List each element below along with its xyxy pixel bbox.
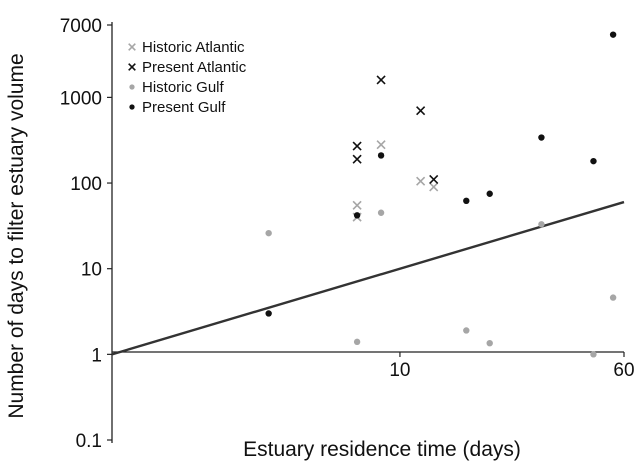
legend-marker-historic-atlantic bbox=[128, 43, 136, 51]
point-present-atlantic bbox=[352, 154, 362, 164]
point-present-atlantic-stroke bbox=[376, 75, 386, 85]
data-points bbox=[265, 31, 617, 358]
legend-marker-historic-gulf bbox=[129, 84, 135, 90]
point-present-atlantic-stroke bbox=[416, 106, 426, 116]
point-historic-atlantic-stroke bbox=[429, 182, 439, 192]
legend-marker-historic-atlantic-stroke bbox=[128, 43, 136, 51]
point-present-atlantic bbox=[429, 174, 439, 185]
point-historic-gulf bbox=[590, 351, 597, 358]
y-ticks: 0.1 1 10 100 1000 7000 bbox=[60, 16, 112, 452]
y-axis-title: Number of days to filter estuary volume bbox=[5, 53, 28, 418]
y-tick-label: 1 bbox=[91, 345, 102, 366]
point-present-atlantic bbox=[416, 106, 426, 116]
x-ticks: 10 60 bbox=[389, 352, 635, 381]
point-historic-atlantic bbox=[429, 182, 439, 192]
point-present-gulf bbox=[590, 157, 597, 165]
legend-marker-present-gulf bbox=[129, 104, 135, 110]
legend-marker-present-atlantic-stroke bbox=[128, 63, 136, 71]
point-present-atlantic-stroke bbox=[429, 174, 439, 185]
point-historic-atlantic bbox=[376, 140, 386, 150]
point-historic-atlantic bbox=[416, 176, 426, 186]
point-present-gulf bbox=[265, 310, 272, 317]
legend-label-historic-gulf: Historic Gulf bbox=[142, 79, 225, 96]
point-historic-gulf bbox=[538, 221, 545, 228]
point-historic-gulf bbox=[486, 339, 493, 347]
x-axis-title: Estuary residence time (days) bbox=[243, 438, 521, 461]
trend-line bbox=[111, 200, 625, 356]
point-present-gulf bbox=[609, 31, 617, 38]
x-tick-label: 10 bbox=[389, 360, 410, 381]
y-tick-label: 100 bbox=[70, 174, 102, 195]
point-historic-gulf bbox=[377, 209, 385, 216]
y-tick-label: 7000 bbox=[60, 16, 102, 37]
legend-label-historic-atlantic: Historic Atlantic bbox=[142, 39, 245, 56]
point-historic-atlantic-stroke bbox=[352, 200, 362, 210]
legend-label-present-atlantic: Present Atlantic bbox=[142, 59, 247, 76]
point-present-atlantic bbox=[352, 141, 362, 151]
y-tick-label: 0.1 bbox=[76, 431, 102, 452]
point-present-gulf bbox=[377, 152, 385, 159]
point-historic-atlantic-stroke bbox=[416, 176, 426, 186]
trend-line-group bbox=[111, 200, 625, 356]
y-tick-label: 10 bbox=[81, 260, 102, 281]
point-present-gulf bbox=[486, 190, 493, 197]
point-historic-gulf bbox=[265, 229, 272, 237]
point-historic-gulf bbox=[609, 294, 617, 301]
x-tick-label: 60 bbox=[613, 360, 634, 381]
point-historic-gulf bbox=[463, 327, 470, 334]
point-present-atlantic-stroke bbox=[352, 154, 362, 164]
y-tick-label: 1000 bbox=[60, 88, 102, 109]
point-present-gulf bbox=[353, 212, 361, 219]
legend-label-present-gulf: Present Gulf bbox=[142, 99, 226, 116]
point-present-atlantic bbox=[376, 75, 386, 85]
point-present-gulf bbox=[463, 197, 470, 205]
point-historic-gulf bbox=[353, 338, 361, 346]
point-historic-atlantic-stroke bbox=[376, 140, 386, 150]
point-present-atlantic-stroke bbox=[352, 141, 362, 151]
axes bbox=[111, 22, 624, 443]
point-historic-atlantic bbox=[352, 200, 362, 210]
point-present-gulf bbox=[538, 134, 545, 141]
legend: Historic Atlantic Present Atlantic Histori… bbox=[128, 39, 247, 116]
legend-marker-present-atlantic bbox=[128, 63, 136, 71]
